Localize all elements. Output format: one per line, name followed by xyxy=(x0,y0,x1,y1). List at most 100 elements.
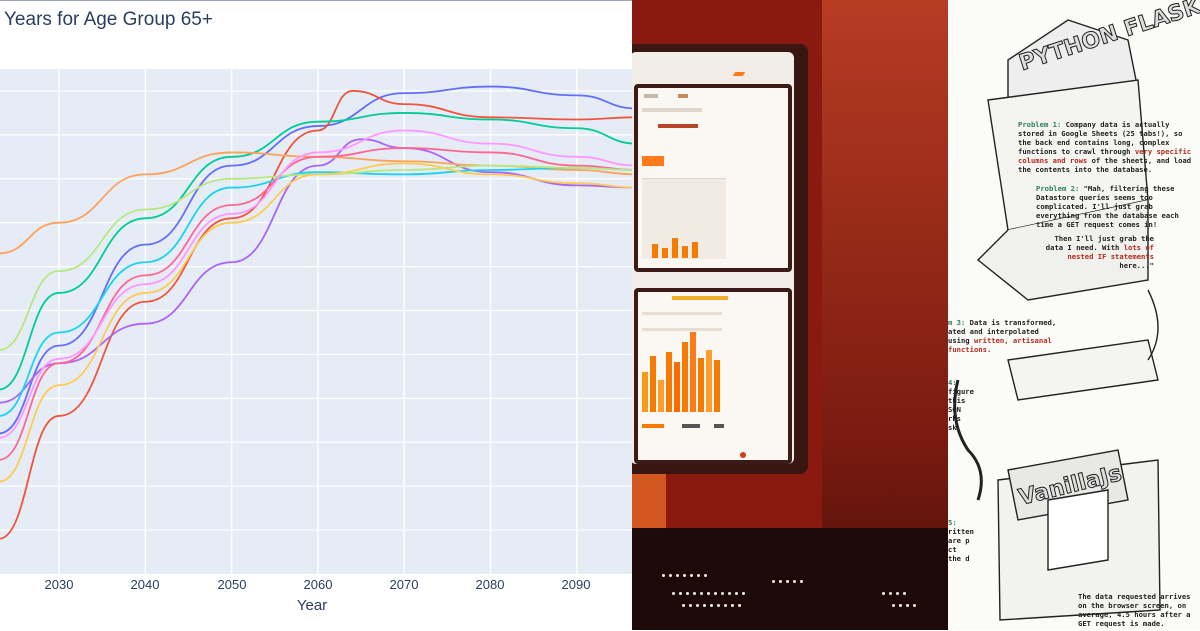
desk-light-dot xyxy=(793,580,796,583)
problem-2-body: "Mah, filtering these Datastore queries … xyxy=(1036,184,1179,229)
desk-light-dot xyxy=(742,592,745,595)
desk-light-dot xyxy=(906,604,909,607)
series-line-1 xyxy=(0,90,632,540)
x-tick-2090: 2090 xyxy=(561,577,591,592)
desk-light-dot xyxy=(707,592,710,595)
desk-light-dot xyxy=(669,574,672,577)
desk-light-dot xyxy=(686,592,689,595)
monitor-stand xyxy=(632,474,666,528)
desk-light-dot xyxy=(913,604,916,607)
problem-3-body: Data is transformed, ated and interpolat… xyxy=(948,318,1057,345)
brand-icon xyxy=(732,72,746,76)
chart-bar xyxy=(662,248,668,258)
desk-light-dot xyxy=(889,592,892,595)
problem-2-body-c: here..." xyxy=(1119,261,1154,270)
monitor-photo-panel xyxy=(632,0,948,630)
desk xyxy=(632,528,948,630)
series-line-0 xyxy=(0,85,632,435)
series-line-7 xyxy=(0,164,632,351)
desk-light-dot xyxy=(735,592,738,595)
card-line xyxy=(642,108,702,112)
desk-light-dot xyxy=(693,592,696,595)
desk-light-dot xyxy=(896,592,899,595)
card-line xyxy=(642,312,722,315)
desk-light-dot xyxy=(772,580,775,583)
series-line-3 xyxy=(0,138,632,404)
dashboard-card-top xyxy=(634,84,792,272)
card-line xyxy=(672,296,728,300)
x-tick-2050: 2050 xyxy=(217,577,247,592)
problem-1-highlight: very specific columns and rows xyxy=(1018,147,1192,165)
problem-2-text-b: Then I'll just grab the data I need. Wit… xyxy=(1044,234,1154,270)
problem-5-body: ritten are p ct the d xyxy=(948,527,974,563)
monitor xyxy=(632,44,808,474)
chart-svg xyxy=(0,69,632,574)
desk-light-dot xyxy=(696,604,699,607)
chart-bar xyxy=(690,332,696,412)
desk-light-dot xyxy=(892,604,895,607)
card-bar xyxy=(642,156,664,166)
x-tick-2070: 2070 xyxy=(389,577,419,592)
problem-4-text: 4: figure this SON rks sk. xyxy=(948,378,974,432)
chart-bar xyxy=(682,246,688,258)
chart-bar xyxy=(642,372,648,412)
problem-3-text: m 3: Data is transformed, ated and inter… xyxy=(948,318,1060,354)
series-line-9 xyxy=(0,162,632,483)
problem-5-label: 5: xyxy=(948,518,957,527)
desk-light-dot xyxy=(721,592,724,595)
desk-light-dot xyxy=(786,580,789,583)
chart-bar xyxy=(714,360,720,412)
desk-light-dot xyxy=(800,580,803,583)
card-line xyxy=(714,424,724,428)
problem-5-text: 5: ritten are p ct the d xyxy=(948,518,974,563)
chart-bar xyxy=(706,350,712,412)
x-tick-2060: 2060 xyxy=(303,577,333,592)
monitor-screen xyxy=(632,52,794,464)
desk-light-dot xyxy=(672,592,675,595)
desk-light-dot xyxy=(903,592,906,595)
chart-title: Years for Age Group 65+ xyxy=(4,9,213,30)
problem-2-text: Problem 2: "Mah, filtering these Datasto… xyxy=(1036,184,1196,229)
desk-light-dot xyxy=(731,604,734,607)
chart-bar xyxy=(666,352,672,412)
problem-4-body: figure this SON rks sk. xyxy=(948,387,974,432)
chart-bar xyxy=(674,362,680,412)
chart-bar xyxy=(672,238,678,258)
card-line xyxy=(682,424,700,428)
desk-light-dot xyxy=(682,604,685,607)
card-line xyxy=(658,124,698,128)
desk-light-dot xyxy=(704,574,707,577)
desk-light-dot xyxy=(779,580,782,583)
desk-light-dot xyxy=(703,604,706,607)
card-line xyxy=(642,328,722,331)
power-led-icon xyxy=(740,452,746,458)
x-axis-label: Year xyxy=(296,597,328,614)
comic-panel: PYTHON FLASK VanillaJs Problem 1: Compan… xyxy=(948,0,1200,630)
comic-drawing: PYTHON FLASK VanillaJs xyxy=(953,0,1200,621)
desk-light-dot xyxy=(683,574,686,577)
chart-bar xyxy=(692,242,698,258)
x-tick-2030: 2030 xyxy=(44,577,74,592)
desk-light-dot xyxy=(689,604,692,607)
desk-light-dot xyxy=(714,592,717,595)
background-glow xyxy=(822,0,948,630)
line-chart-panel: Years for Age Group 65+ 2030 2040 2050 2… xyxy=(0,0,632,614)
x-tick-2080: 2080 xyxy=(475,577,505,592)
problem-3-highlight: written, artisanal functions. xyxy=(948,336,1052,354)
footer-text: The data requested arrives on the browse… xyxy=(1078,592,1191,628)
desk-light-dot xyxy=(724,604,727,607)
series-line-2 xyxy=(0,112,632,391)
problem-3-label: m 3: xyxy=(948,318,966,327)
card-line xyxy=(678,94,688,98)
chart-bar xyxy=(658,380,664,412)
chart-bar xyxy=(682,342,688,412)
desk-light-dot xyxy=(710,604,713,607)
problem-1-label: Problem 1: xyxy=(1018,120,1062,129)
card-line xyxy=(644,94,658,98)
desk-light-dot xyxy=(697,574,700,577)
dashboard-card-bottom xyxy=(634,288,792,464)
chart-bar xyxy=(650,356,656,412)
chart-bar xyxy=(652,244,658,258)
card-line xyxy=(642,424,664,428)
desk-light-dot xyxy=(899,604,902,607)
